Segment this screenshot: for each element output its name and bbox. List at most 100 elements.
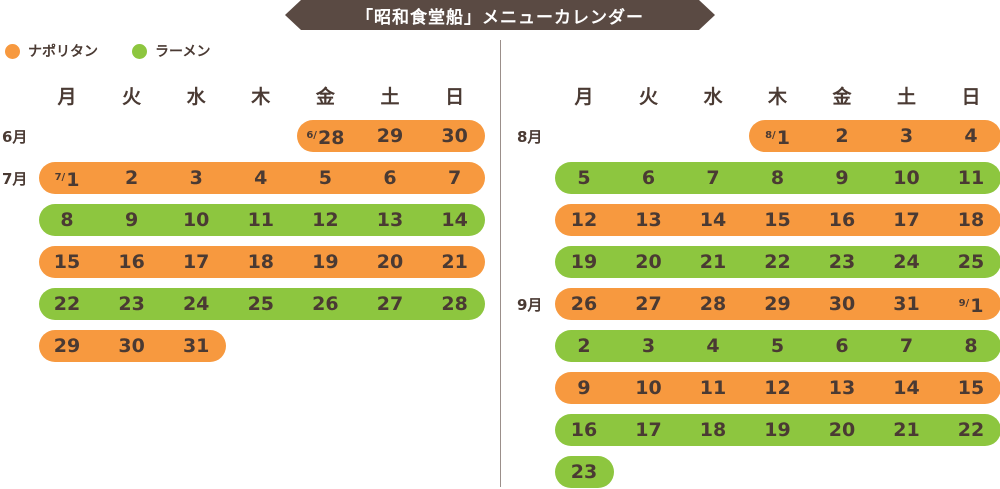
calendar-day: 16 [107,246,157,278]
day-number: 21 [441,251,468,273]
calendar-day: 9 [817,162,867,194]
day-number: 30 [118,335,145,357]
calendar-day: 19 [300,246,350,278]
day-number: 12 [312,209,339,231]
legend-label-ramen: ラーメン [155,44,211,60]
calendar-day: 20 [624,246,674,278]
calendar-day: 9 [559,372,609,404]
day-number: 25 [957,251,985,273]
calendar-day: 21 [430,246,480,278]
day-number: 18 [247,251,275,273]
day-number: 21 [893,419,920,441]
ramen-week-bar [555,330,1000,362]
calendar-day: 30 [817,288,867,320]
ramen-week-bar [39,288,485,320]
weekday-header: 木 [251,86,271,108]
calendar-day: 31 [171,330,221,362]
day-number: 27 [376,293,404,315]
day-number: 20 [376,251,404,273]
day-number: 17 [182,251,210,273]
calendar-title-banner: 「昭和食堂船」メニューカレンダー [285,0,715,30]
calendar-day: 16 [559,414,609,446]
calendar-day: 7/1 [42,162,92,194]
napolitan-week-bar [39,246,485,278]
day-number: 9 [124,209,139,231]
day-number: 19 [570,251,598,273]
day-number: 6 [835,335,849,357]
day-number: 7 [899,335,914,357]
weekday-header: 金 [832,86,852,108]
day-number: 9 [577,377,591,399]
month-label: 7月 [2,170,28,188]
calendar-day: 4 [946,120,996,152]
napolitan-week-bar [297,120,485,152]
weekday-header: 火 [122,86,142,108]
calendar-day: 15 [42,246,92,278]
calendar-day: 6 [624,162,674,194]
weekday-header: 水 [703,86,723,108]
calendar-day: 11 [236,204,286,236]
calendar-day: 10 [624,372,674,404]
day-number: 30 [441,125,468,147]
calendar-day: 29 [753,288,803,320]
calendar-day: 24 [171,288,221,320]
calendar-day: 17 [624,414,674,446]
day-number: 7 [447,167,462,189]
ramen-week-bar [39,204,485,236]
day-number: 22 [764,251,791,273]
day-number: 4 [706,335,720,357]
napolitan-week-bar [748,120,1000,152]
day-number: 6 [383,167,397,189]
calendar-day: 26 [300,288,350,320]
day-number: 29 [376,125,404,147]
day-number: 13 [635,209,662,231]
calendar-day: 15 [946,372,996,404]
day-number: 2 [124,167,139,189]
calendar-day: 21 [882,414,932,446]
month-label: 8月 [517,128,543,146]
day-number: 16 [828,209,856,231]
day-number: 22 [957,419,985,441]
calendar-day: 22 [42,288,92,320]
calendar-day: 5 [559,162,609,194]
month-prefix: 9/ [958,298,970,309]
day-number: 5 [770,335,785,357]
day-number: 8 [770,167,785,189]
calendar-day: 2 [107,162,157,194]
legend-label-napolitan: ナポリタン [28,44,98,60]
calendar-day: 7 [430,162,480,194]
month-prefix: 7/ [54,172,66,183]
day-number: 2 [577,335,591,357]
day-number: 4 [254,167,268,189]
calendar-day: 26 [559,288,609,320]
green-dot-icon [132,43,147,59]
orange-dot-icon [5,43,20,59]
day-number: 26 [312,293,339,315]
day-number: 17 [893,209,920,231]
day-number: 18 [699,419,727,441]
calendar-day: 29 [42,330,92,362]
calendar-day: 20 [365,246,415,278]
day-number: 24 [182,293,210,315]
calendar-day: 8/1 [753,120,803,152]
day-number: 1 [970,295,984,317]
month-prefix: 8/ [765,130,776,141]
legend: ナポリタン ラーメン [5,41,244,61]
calendar-day: 9 [107,204,157,236]
day-number: 26 [570,293,598,315]
day-number: 31 [182,335,210,357]
calendar-day: 18 [688,414,738,446]
day-number: 20 [828,419,856,441]
month-prefix: 6/ [306,130,317,141]
napolitan-week-bar [39,330,227,362]
calendar-day: 20 [817,414,867,446]
day-number: 5 [577,167,591,189]
day-number: 1 [66,169,80,191]
calendar-day: 8 [42,204,92,236]
calendar-day: 8 [753,162,803,194]
day-number: 8 [964,335,978,357]
legend-item-ramen: ラーメン [132,41,210,61]
calendar-day: 11 [688,372,738,404]
day-number: 22 [53,293,81,315]
day-number: 10 [182,209,210,231]
